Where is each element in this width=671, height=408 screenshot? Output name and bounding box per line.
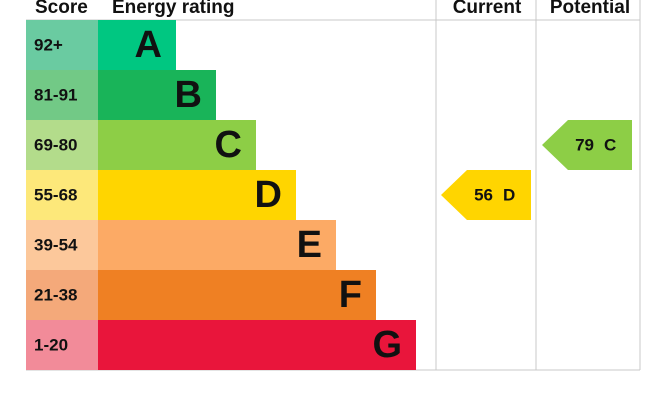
rating-bar: [98, 170, 296, 220]
score-label: 69-80: [34, 135, 77, 154]
score-cell: [26, 270, 98, 320]
score-label: 81-91: [34, 85, 77, 104]
rating-header: Energy rating: [112, 0, 234, 18]
score-cell: [26, 170, 98, 220]
band-letter: D: [255, 174, 282, 216]
band-letter: A: [135, 24, 162, 66]
score-label: 21-38: [34, 285, 77, 304]
rating-bar: [98, 220, 336, 270]
rating-bar: [98, 120, 256, 170]
rating-bar: [98, 320, 416, 370]
band-letter: B: [175, 74, 202, 116]
band-letter: G: [372, 324, 402, 366]
rating-bar: [98, 20, 176, 70]
potential-arrow: [542, 120, 632, 170]
score-header: Score: [35, 0, 88, 18]
score-cell: [26, 20, 98, 70]
score-label: 55-68: [34, 185, 77, 204]
score-label: 1-20: [34, 335, 68, 354]
current-arrow: [441, 170, 531, 220]
score-label: 39-54: [34, 235, 78, 254]
potential-band: C: [604, 135, 616, 154]
band-letter: C: [215, 124, 242, 166]
score-cell: [26, 70, 98, 120]
potential-header: Potential: [550, 0, 630, 18]
current-band: D: [503, 185, 515, 204]
score-cell: [26, 120, 98, 170]
rating-bar: [98, 270, 376, 320]
current-header: Current: [453, 0, 522, 18]
potential-value: 79: [575, 135, 594, 154]
band-letter: E: [297, 224, 322, 266]
score-cell: [26, 220, 98, 270]
current-value: 56: [474, 185, 493, 204]
band-letter: F: [339, 274, 362, 316]
score-cell: [26, 320, 98, 370]
rating-bar: [98, 70, 216, 120]
score-label: 92+: [34, 35, 63, 54]
